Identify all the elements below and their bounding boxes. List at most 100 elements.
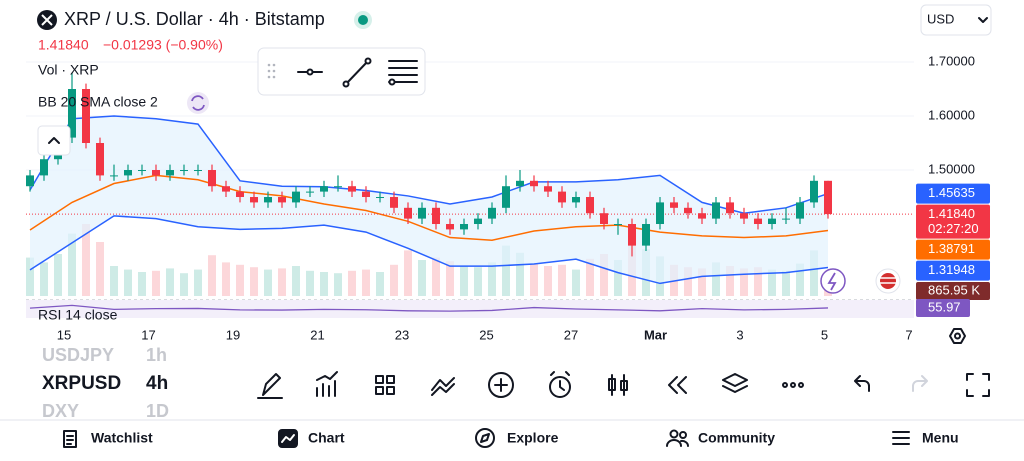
collapse-button[interactable]: [37, 125, 71, 156]
explore-needle: [480, 433, 490, 443]
fib-tool[interactable]: [388, 60, 418, 86]
candle-body: [600, 213, 608, 225]
candle-body: [544, 186, 552, 192]
volume-bar: [166, 268, 174, 296]
candle-body: [250, 197, 258, 203]
trend-line-tool[interactable]: [342, 57, 372, 88]
volume-legend[interactable]: Vol · XRP: [38, 62, 99, 78]
price-label-box: [916, 239, 990, 260]
indicators-tool[interactable]: [316, 371, 338, 397]
volume-bar: [432, 257, 440, 296]
undo-tool[interactable]: [854, 375, 870, 392]
candle-body: [516, 180, 524, 187]
volume-bar: [194, 269, 202, 296]
volume-bar: [768, 269, 776, 296]
nav-icons: [63, 428, 910, 448]
horizontal-line-tool[interactable]: [297, 68, 323, 76]
price-label: 1.41840: [928, 206, 975, 221]
candle-body: [292, 191, 300, 203]
candle-body: [138, 170, 146, 172]
volume-bar: [502, 245, 510, 296]
volume-bar: [278, 268, 286, 296]
symbol-switcher[interactable]: USDJPY 1h XRPUSD 4h DXY 1D: [42, 345, 169, 421]
watchlist-icon: [63, 430, 77, 448]
candle-body: [40, 159, 48, 176]
more-tool[interactable]: [782, 382, 788, 388]
x-tick-label: 7: [905, 327, 912, 342]
replay-tool[interactable]: [668, 376, 687, 394]
volume-label: 865.95 K: [928, 282, 980, 297]
settings-button[interactable]: [949, 328, 966, 344]
band-line: [29, 115, 829, 214]
explore-icon: [475, 428, 495, 448]
layout-tool[interactable]: [375, 375, 395, 395]
chart-icon-line: [281, 434, 295, 443]
volume-bar: [404, 250, 412, 296]
volume-bar: [96, 242, 104, 296]
compare-tool[interactable]: [431, 377, 455, 396]
bb-legend[interactable]: BB 20 SMA close 2: [38, 94, 158, 110]
volume-bar: [320, 272, 328, 296]
nav-explore[interactable]: Explore: [507, 430, 559, 446]
candle-body: [264, 197, 272, 203]
candle-body: [446, 224, 454, 230]
volume-bar: [264, 269, 272, 296]
candle-body: [572, 197, 580, 203]
volume-bar: [54, 254, 62, 296]
nav-menu[interactable]: Menu: [922, 430, 959, 446]
y-tick-label: 1.60000: [928, 107, 975, 122]
symbol-interval: 1D: [146, 401, 169, 421]
price-pane: [26, 61, 914, 296]
volume-bar: [740, 268, 748, 296]
candle-body: [110, 175, 118, 177]
fullscreen-tool[interactable]: [966, 373, 990, 397]
refresh-button[interactable]: [187, 92, 209, 114]
candle-body: [278, 197, 286, 203]
countdown: 02:27:20: [928, 221, 979, 236]
volume-bar: [586, 258, 594, 296]
candle-body: [740, 213, 748, 219]
x-tick-label: 15: [57, 327, 71, 342]
currency-select[interactable]: [920, 4, 992, 36]
assistant-icon: [827, 272, 837, 291]
draw-tool[interactable]: [257, 373, 283, 399]
band-line: [29, 174, 829, 241]
candle-body: [796, 202, 804, 219]
candle-body: [166, 170, 174, 176]
candle-body: [432, 207, 440, 225]
rsi-line: [29, 304, 829, 312]
symbol-title[interactable]: XRP / U.S. Dollar · 4h · Bitstamp: [64, 9, 325, 29]
drag-handle[interactable]: [267, 63, 276, 79]
community-bodies: [666, 439, 690, 447]
candle-body: [404, 207, 412, 219]
alert-tool[interactable]: [549, 376, 571, 398]
candle-body: [124, 170, 132, 176]
flag-stripes: [880, 277, 896, 284]
add-tool[interactable]: [488, 372, 514, 398]
symbol-name: XRPUSD: [42, 373, 121, 394]
nav-watchlist[interactable]: Watchlist: [91, 430, 153, 446]
candle-body: [642, 224, 650, 246]
price-label-box: [916, 204, 990, 239]
nav-community[interactable]: Community: [698, 430, 775, 446]
x-tick-label: 5: [821, 327, 828, 342]
redo-tool[interactable]: [912, 375, 928, 392]
nav-chart[interactable]: Chart: [308, 430, 345, 446]
object-tree-tool[interactable]: [722, 373, 748, 393]
candle-body: [488, 207, 496, 219]
candle-body: [334, 186, 342, 188]
x-tick-label: 3: [736, 327, 743, 342]
candle-body: [460, 224, 468, 230]
volume-bar: [390, 264, 398, 296]
volume-bar: [796, 263, 804, 296]
volume-bar: [26, 257, 34, 296]
assistant-button[interactable]: [820, 268, 846, 294]
candle-body: [96, 143, 104, 176]
volume-bar: [516, 252, 524, 296]
volume-label-box: [916, 282, 990, 300]
volume-bar: [684, 267, 692, 296]
volume-bar: [530, 263, 538, 296]
volume-bar: [138, 272, 146, 296]
y-tick-label: 1.70000: [928, 53, 975, 68]
